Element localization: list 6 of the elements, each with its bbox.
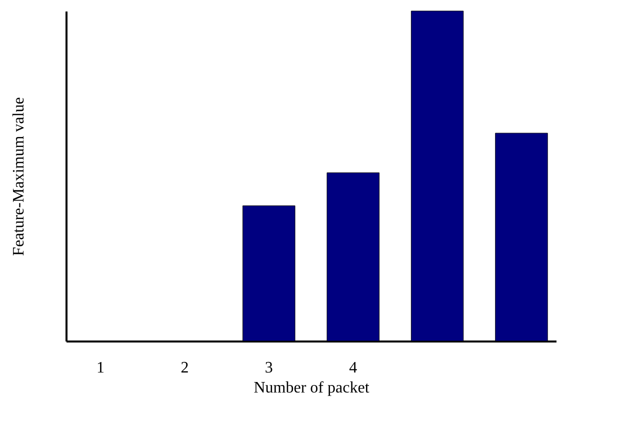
x-tick-label: 1 xyxy=(96,360,105,376)
x-axis-title: Number of packet xyxy=(254,380,370,396)
y-axis-title: Feature-Maximum value xyxy=(10,97,28,256)
x-tick-label: 3 xyxy=(264,360,273,376)
x-tick-label: 2 xyxy=(180,360,189,376)
x-tick-label: 4 xyxy=(349,360,358,376)
